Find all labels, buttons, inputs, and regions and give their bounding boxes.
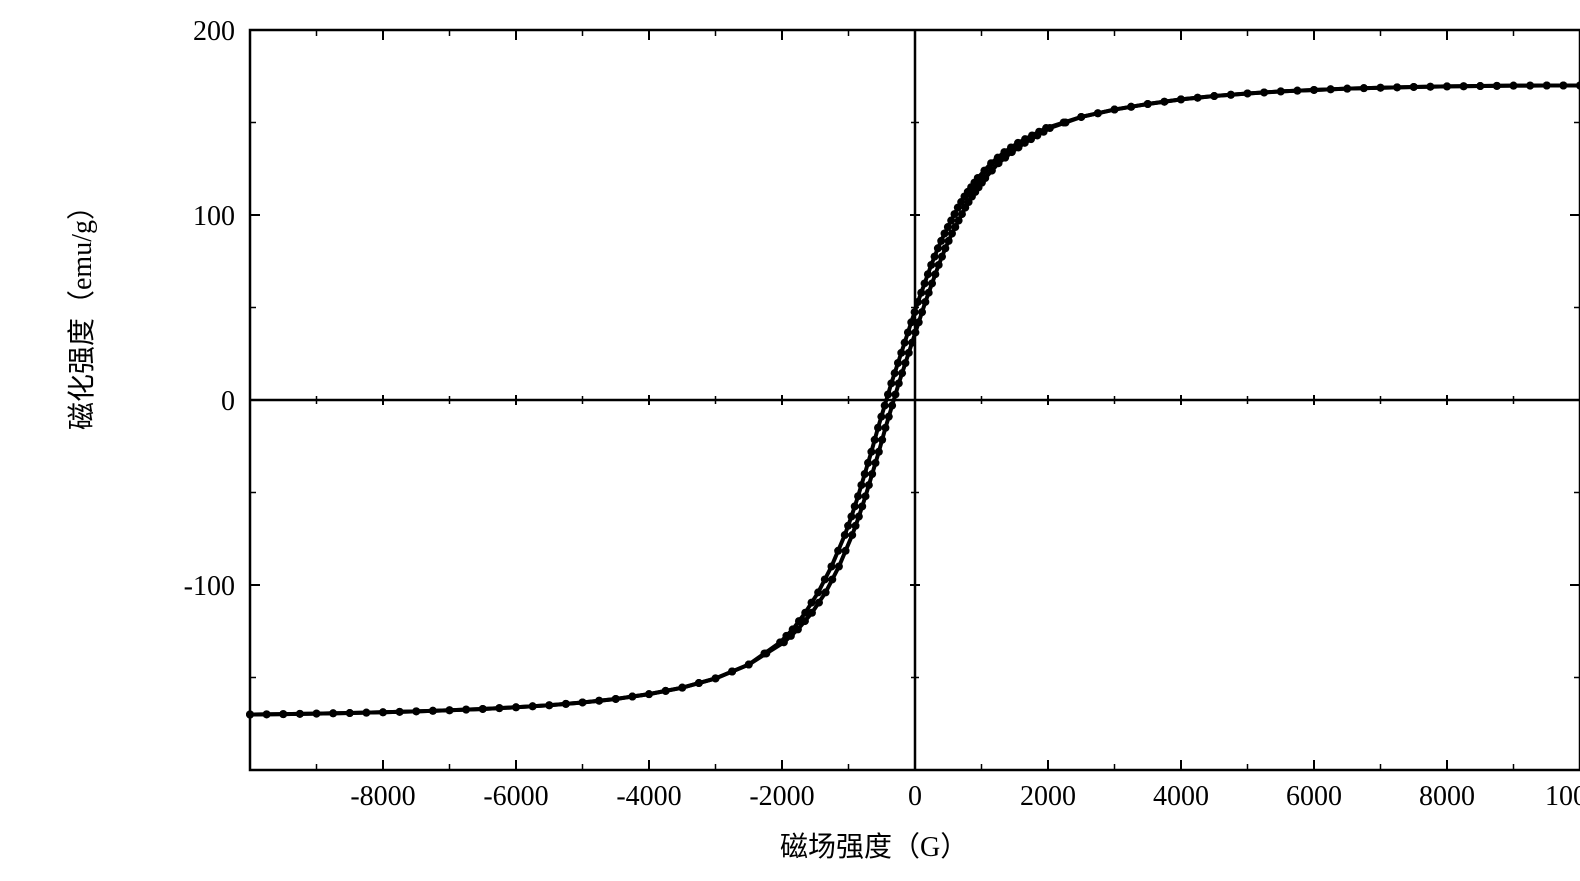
- svg-text:8000: 8000: [1419, 781, 1475, 812]
- svg-text:10000: 10000: [1545, 781, 1580, 812]
- svg-text:200: 200: [193, 16, 235, 47]
- svg-text:-2000: -2000: [749, 781, 814, 812]
- svg-text:0: 0: [221, 386, 235, 417]
- svg-text:-4000: -4000: [616, 781, 681, 812]
- svg-text:0: 0: [908, 781, 922, 812]
- hysteresis-chart: -8000-6000-4000-200002000400060008000100…: [160, 10, 1580, 820]
- svg-text:-100: -100: [184, 571, 235, 602]
- svg-text:-6000: -6000: [483, 781, 548, 812]
- svg-text:2000: 2000: [1020, 781, 1076, 812]
- svg-text:-8000: -8000: [350, 781, 415, 812]
- y-axis-label: 磁化强度（emu/g）: [60, 192, 100, 430]
- svg-text:100: 100: [193, 201, 235, 232]
- chart-container: 磁化强度（emu/g） -8000-6000-4000-200002000400…: [60, 10, 1560, 870]
- svg-text:4000: 4000: [1153, 781, 1209, 812]
- svg-text:6000: 6000: [1286, 781, 1342, 812]
- x-axis-label: 磁场强度（G）: [780, 825, 968, 865]
